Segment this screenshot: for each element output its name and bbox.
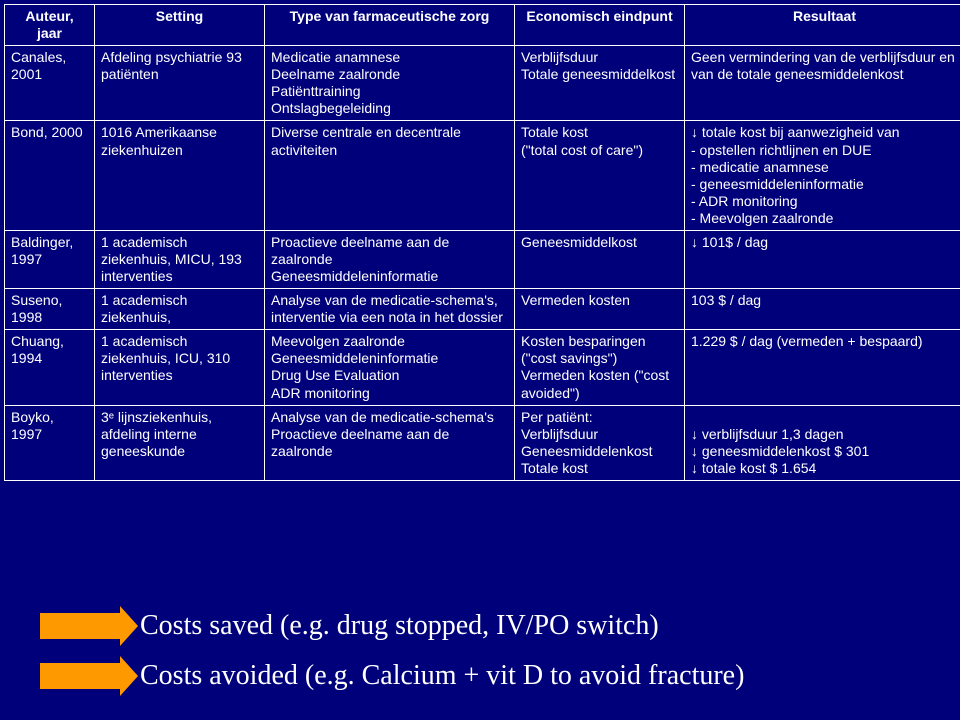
cell-result: ↓ verblijfsduur 1,3 dagen↓ geneesmiddele…	[685, 405, 960, 480]
cell-endpoint: Totale kost("total cost of care")	[515, 121, 685, 230]
cell-result: 103 $ / dag	[685, 289, 960, 330]
cell-author: Baldinger, 1997	[5, 230, 95, 288]
table-row: Canales, 2001 Afdeling psychiatrie 93 pa…	[5, 46, 960, 121]
header-author-year: Auteur, jaar	[5, 5, 95, 46]
cell-author: Suseno, 1998	[5, 289, 95, 330]
cell-setting: 3ᵉ lijnsziekenhuis, afdeling interne gen…	[95, 405, 265, 480]
cell-endpoint: Geneesmiddelkost	[515, 230, 685, 288]
cell-result: 1.229 $ / dag (vermeden + bespaard)	[685, 330, 960, 405]
table-row: Chuang, 1994 1 academisch ziekenhuis, IC…	[5, 330, 960, 405]
cell-type: Analyse van de medicatie-schema'sProacti…	[265, 405, 515, 480]
cell-setting: 1016 Amerikaanse ziekenhuizen	[95, 121, 265, 230]
arrow-right-icon	[40, 663, 120, 689]
cell-setting: 1 academisch ziekenhuis,	[95, 289, 265, 330]
cell-author: Canales, 2001	[5, 46, 95, 121]
table-row: Baldinger, 1997 1 academisch ziekenhuis,…	[5, 230, 960, 288]
cell-setting: 1 academisch ziekenhuis, MICU, 193 inter…	[95, 230, 265, 288]
data-table-wrapper: Auteur, jaar Setting Type van farmaceuti…	[4, 4, 956, 481]
header-result: Resultaat	[685, 5, 960, 46]
arrow-right-icon	[40, 613, 120, 639]
cell-result: ↓ totale kost bij aanwezigheid van- opst…	[685, 121, 960, 230]
table-row: Boyko, 1997 3ᵉ lijnsziekenhuis, afdeling…	[5, 405, 960, 480]
footer-text-saved: Costs saved (e.g. drug stopped, IV/PO sw…	[140, 610, 659, 642]
cell-endpoint: VerblijfsduurTotale geneesmiddelkost	[515, 46, 685, 121]
header-endpoint: Economisch eindpunt	[515, 5, 685, 46]
cell-author: Boyko, 1997	[5, 405, 95, 480]
table-body: Canales, 2001 Afdeling psychiatrie 93 pa…	[5, 46, 960, 481]
data-table: Auteur, jaar Setting Type van farmaceuti…	[4, 4, 960, 481]
cell-author: Chuang, 1994	[5, 330, 95, 405]
header-setting: Setting	[95, 5, 265, 46]
cell-type: Diverse centrale en decentrale activitei…	[265, 121, 515, 230]
cell-endpoint: Vermeden kosten	[515, 289, 685, 330]
cell-setting: Afdeling psychiatrie 93 patiënten	[95, 46, 265, 121]
cell-result: ↓ 101$ / dag	[685, 230, 960, 288]
cell-author: Bond, 2000	[5, 121, 95, 230]
table-header-row: Auteur, jaar Setting Type van farmaceuti…	[5, 5, 960, 46]
footer-row-saved: Costs saved (e.g. drug stopped, IV/PO sw…	[40, 610, 744, 642]
table-row: Bond, 2000 1016 Amerikaanse ziekenhuizen…	[5, 121, 960, 230]
cell-type: Analyse van de medicatie-schema's, inter…	[265, 289, 515, 330]
cell-setting: 1 academisch ziekenhuis, ICU, 310 interv…	[95, 330, 265, 405]
footer-row-avoided: Costs avoided (e.g. Calcium + vit D to a…	[40, 660, 744, 692]
footer-text-avoided: Costs avoided (e.g. Calcium + vit D to a…	[140, 660, 744, 692]
cell-endpoint: Per patiënt:VerblijfsduurGeneesmiddelenk…	[515, 405, 685, 480]
table-row: Suseno, 1998 1 academisch ziekenhuis, An…	[5, 289, 960, 330]
cell-type: Meevolgen zaalrondeGeneesmiddeleninforma…	[265, 330, 515, 405]
footer-notes: Costs saved (e.g. drug stopped, IV/PO sw…	[40, 610, 744, 692]
cell-type: Proactieve deelname aan de zaalrondeGene…	[265, 230, 515, 288]
cell-endpoint: Kosten besparingen ("cost savings")Verme…	[515, 330, 685, 405]
header-type-care: Type van farmaceutische zorg	[265, 5, 515, 46]
cell-result: Geen vermindering van de verblijfsduur e…	[685, 46, 960, 121]
cell-type: Medicatie anamneseDeelname zaalrondePati…	[265, 46, 515, 121]
